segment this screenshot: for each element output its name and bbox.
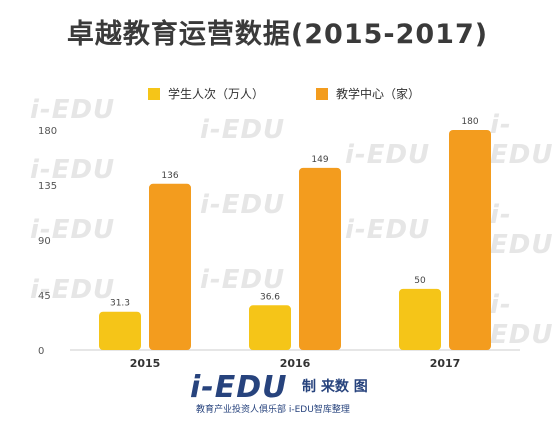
x-tick-label: 2017 <box>430 357 461 370</box>
bar <box>149 183 191 350</box>
watermark: i-EDU <box>490 290 554 350</box>
footer-logo: i-EDU 教育产业投资人俱乐部 i-EDU智库整理 制 来数 图 <box>190 370 370 418</box>
bar <box>249 305 291 350</box>
watermark: i-EDU <box>490 200 554 260</box>
y-tick-label: 90 <box>38 236 51 247</box>
footer-subtitle: 教育产业投资人俱乐部 i-EDU智库整理 <box>196 405 350 415</box>
data-label: 136 <box>161 171 178 181</box>
watermark: i-EDU <box>30 275 116 305</box>
bar <box>99 311 141 350</box>
bar <box>299 167 341 350</box>
legend-swatch-students <box>148 87 160 100</box>
data-label: 31.3 <box>110 299 130 309</box>
data-label: 149 <box>311 155 328 165</box>
bar <box>399 288 441 350</box>
x-tick-label: 2016 <box>280 357 311 370</box>
watermark: i-EDU <box>30 155 116 185</box>
legend-item-centers: 教学中心（家） <box>316 85 420 102</box>
footer-logo-mark: i-EDU <box>190 370 288 405</box>
watermark: i-EDU <box>200 265 286 295</box>
data-label: 180 <box>461 117 478 127</box>
watermark: i-EDU <box>200 190 286 220</box>
watermark: i-EDU <box>345 140 431 170</box>
watermark: i-EDU <box>345 215 431 245</box>
x-tick-label: 2015 <box>130 357 161 370</box>
data-label: 36.6 <box>260 292 280 302</box>
watermark: i-EDU <box>30 215 116 245</box>
footer-note: 制 来数 图 <box>302 379 368 395</box>
data-label: 50 <box>414 276 426 286</box>
legend: 学生人次（万人） 教学中心（家） <box>0 85 555 105</box>
watermark: i-EDU <box>30 95 116 125</box>
y-tick-label: 0 <box>38 346 44 357</box>
bar <box>449 130 491 350</box>
y-tick-label: 180 <box>38 126 57 137</box>
legend-item-students: 学生人次（万人） <box>148 85 264 102</box>
chart-title: 卓越教育运营数据(2015-2017) <box>66 19 489 50</box>
watermark: i-EDU <box>200 115 286 145</box>
legend-label-students: 学生人次（万人） <box>168 87 265 101</box>
y-tick-label: 45 <box>38 291 51 302</box>
legend-swatch-centers <box>316 87 328 100</box>
watermark: i-EDU <box>490 110 554 170</box>
y-tick-label: 135 <box>38 181 57 192</box>
legend-label-centers: 教学中心（家） <box>336 87 421 101</box>
